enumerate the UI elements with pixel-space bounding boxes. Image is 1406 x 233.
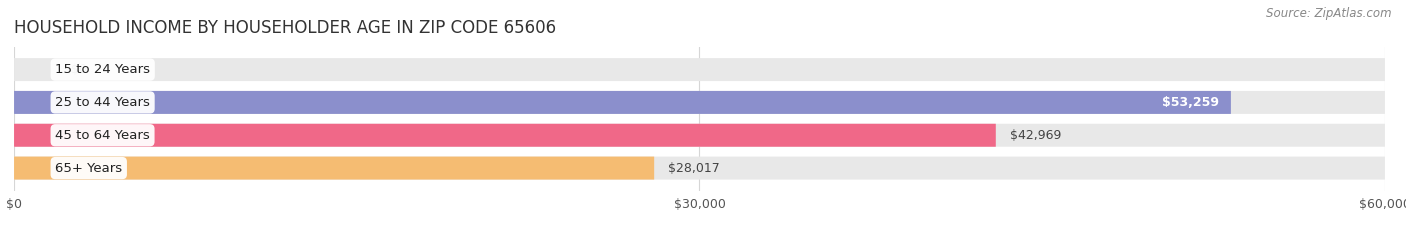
Text: $53,259: $53,259 bbox=[1163, 96, 1219, 109]
Text: $0: $0 bbox=[72, 63, 87, 76]
Text: $42,969: $42,969 bbox=[1010, 129, 1062, 142]
FancyBboxPatch shape bbox=[14, 157, 654, 180]
Text: Source: ZipAtlas.com: Source: ZipAtlas.com bbox=[1267, 7, 1392, 20]
FancyBboxPatch shape bbox=[14, 157, 1385, 180]
FancyBboxPatch shape bbox=[14, 91, 1230, 114]
FancyBboxPatch shape bbox=[14, 91, 1385, 114]
Text: 25 to 44 Years: 25 to 44 Years bbox=[55, 96, 150, 109]
Text: 45 to 64 Years: 45 to 64 Years bbox=[55, 129, 150, 142]
FancyBboxPatch shape bbox=[14, 124, 995, 147]
Text: 15 to 24 Years: 15 to 24 Years bbox=[55, 63, 150, 76]
FancyBboxPatch shape bbox=[14, 58, 1385, 81]
Text: 65+ Years: 65+ Years bbox=[55, 161, 122, 175]
Text: $28,017: $28,017 bbox=[668, 161, 720, 175]
Text: HOUSEHOLD INCOME BY HOUSEHOLDER AGE IN ZIP CODE 65606: HOUSEHOLD INCOME BY HOUSEHOLDER AGE IN Z… bbox=[14, 19, 557, 37]
FancyBboxPatch shape bbox=[14, 124, 1385, 147]
